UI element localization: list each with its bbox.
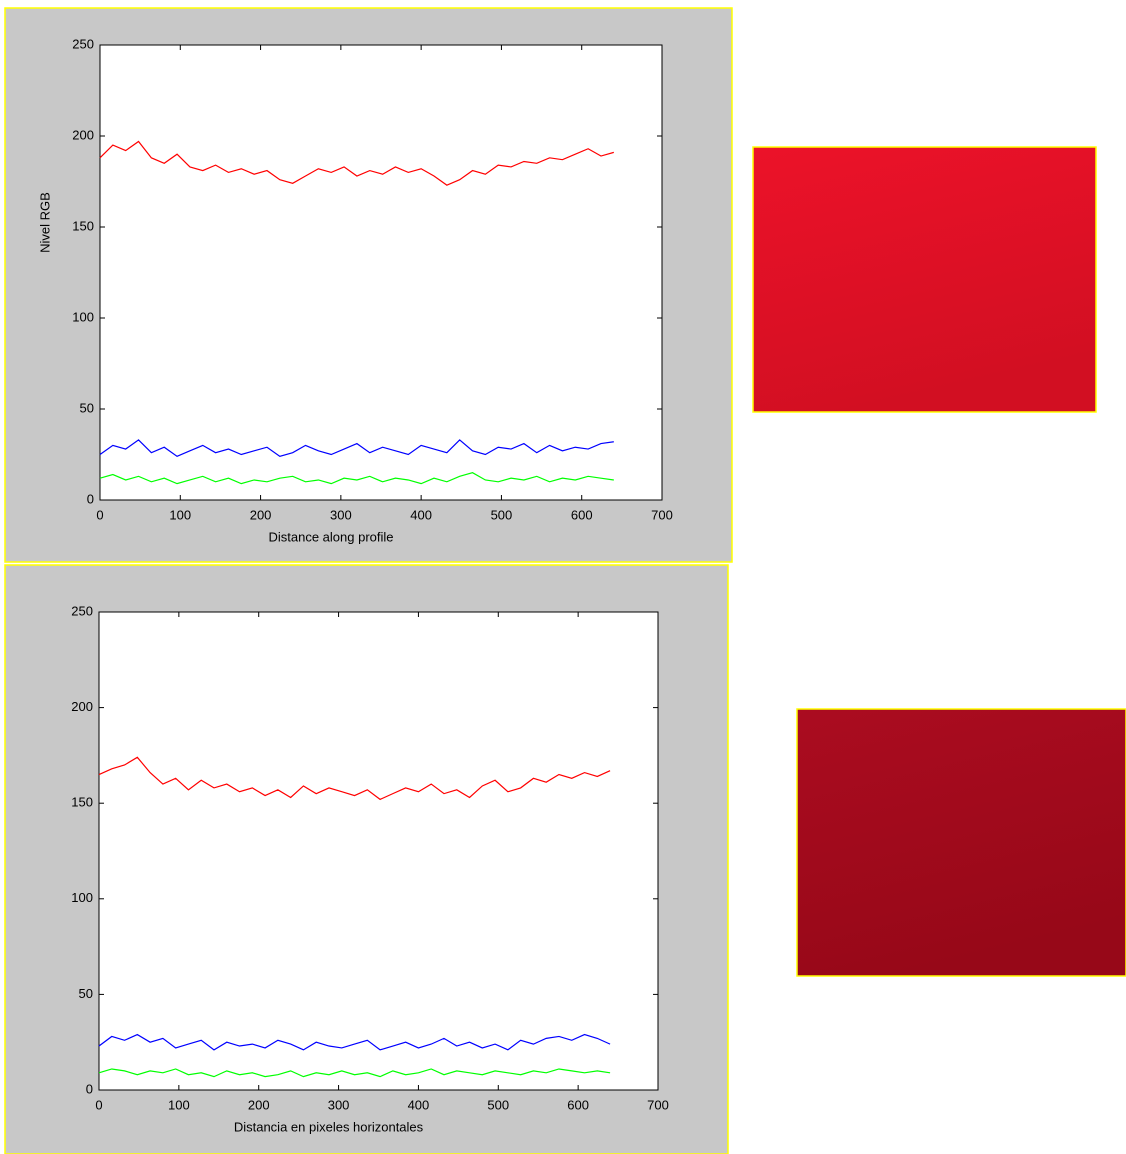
x-tick-label: 100 [168, 1097, 190, 1112]
x-tick-label: 300 [328, 1097, 350, 1112]
x-tick-label: 100 [169, 507, 191, 522]
x-tick-label: 200 [248, 1097, 270, 1112]
x-axis-label: Distancia en pixeles horizontales [234, 1119, 424, 1134]
x-tick-label: 200 [250, 507, 272, 522]
series-line [98, 756, 611, 801]
series-line [98, 1068, 611, 1078]
x-tick-label: 400 [410, 507, 432, 522]
x-tick-label: 300 [330, 507, 352, 522]
plot-area [99, 44, 663, 501]
x-tick-label: 700 [647, 1097, 669, 1112]
series-line [99, 439, 614, 458]
x-tick-label: 0 [96, 507, 103, 522]
x-tick-label: 400 [408, 1097, 430, 1112]
x-tick-label: 700 [651, 507, 673, 522]
y-tick-label: 250 [71, 603, 93, 618]
series-line [98, 1033, 611, 1051]
y-tick-label: 100 [71, 890, 93, 905]
y-tick-label: 100 [72, 309, 94, 324]
x-tick-label: 600 [567, 1097, 589, 1112]
x-tick-label: 500 [487, 1097, 509, 1112]
y-tick-label: 200 [71, 699, 93, 714]
y-tick-label: 50 [80, 400, 94, 415]
x-tick-label: 0 [95, 1097, 102, 1112]
y-tick-label: 0 [86, 1081, 93, 1096]
color-swatch [796, 708, 1126, 977]
x-tick-label: 600 [571, 507, 593, 522]
series-line [99, 472, 614, 485]
y-tick-label: 150 [71, 795, 93, 810]
color-swatch [752, 146, 1097, 413]
y-tick-label: 250 [72, 36, 94, 51]
y-tick-label: 200 [72, 127, 94, 142]
y-tick-label: 0 [87, 491, 94, 506]
y-axis-label: Nivel RGB [37, 192, 52, 253]
plot-area [98, 611, 659, 1091]
y-tick-label: 150 [72, 218, 94, 233]
y-tick-label: 50 [79, 986, 93, 1001]
x-tick-label: 500 [491, 507, 513, 522]
series-line [99, 140, 614, 186]
x-axis-label: Distance along profile [268, 529, 393, 544]
